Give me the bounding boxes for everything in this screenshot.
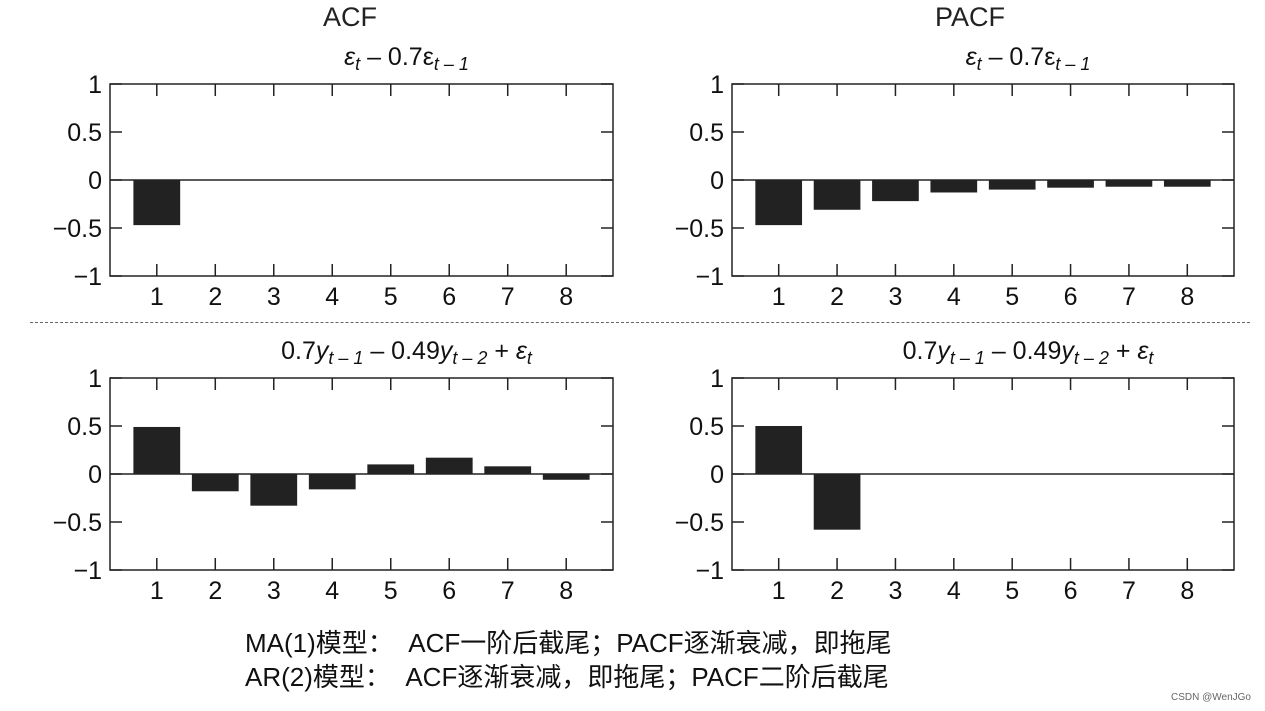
bar-8 bbox=[542, 474, 590, 480]
bar-1 bbox=[755, 180, 803, 226]
x-tick-label: 4 bbox=[325, 577, 339, 605]
x-tick-label: 7 bbox=[1122, 283, 1136, 311]
x-tick-label: 6 bbox=[1064, 577, 1078, 605]
x-tick-label: 7 bbox=[501, 577, 515, 605]
x-tick-label: 3 bbox=[888, 577, 902, 605]
bar-1 bbox=[133, 180, 181, 226]
y-tick-label: −1 bbox=[695, 263, 724, 291]
x-tick-label: 4 bbox=[325, 283, 339, 311]
panel-title: εt – 0.7εt – 1 bbox=[966, 43, 1091, 74]
y-tick-label: 0.5 bbox=[67, 119, 102, 147]
x-tick-label: 2 bbox=[830, 577, 844, 605]
x-tick-label: 3 bbox=[267, 283, 281, 311]
x-tick-label: 8 bbox=[1180, 283, 1194, 311]
bar-5 bbox=[367, 464, 415, 474]
x-tick-label: 1 bbox=[772, 283, 786, 311]
y-tick-label: −0.5 bbox=[53, 509, 102, 537]
bar-2 bbox=[813, 180, 861, 210]
x-tick-label: 5 bbox=[384, 283, 398, 311]
y-tick-label: −1 bbox=[73, 263, 102, 291]
watermark: CSDN @WenJGo bbox=[1171, 692, 1251, 703]
y-tick-label: −0.5 bbox=[53, 215, 102, 243]
bar-5 bbox=[988, 180, 1036, 190]
y-tick-label: 0 bbox=[710, 167, 724, 195]
y-tick-label: 1 bbox=[88, 365, 102, 393]
pacf-column-title: PACF bbox=[934, 2, 1005, 32]
x-tick-label: 4 bbox=[947, 283, 961, 311]
bar-3 bbox=[250, 474, 298, 506]
section-divider bbox=[30, 322, 1250, 323]
panel-title: εt – 0.7εt – 1 bbox=[344, 43, 469, 74]
x-tick-label: 6 bbox=[442, 577, 456, 605]
x-tick-label: 8 bbox=[559, 577, 573, 605]
x-tick-label: 1 bbox=[150, 577, 164, 605]
x-tick-label: 5 bbox=[1005, 283, 1019, 311]
x-tick-label: 2 bbox=[208, 577, 222, 605]
x-tick-label: 5 bbox=[384, 577, 398, 605]
bar-6 bbox=[425, 457, 473, 474]
x-tick-label: 7 bbox=[1122, 577, 1136, 605]
acf-column-title: ACF bbox=[323, 2, 377, 32]
bar-4 bbox=[930, 180, 978, 193]
x-tick-label: 3 bbox=[267, 577, 281, 605]
y-tick-label: −1 bbox=[73, 557, 102, 585]
x-tick-label: 4 bbox=[947, 577, 961, 605]
y-tick-label: 0.5 bbox=[689, 413, 724, 441]
x-tick-label: 3 bbox=[888, 283, 902, 311]
bar-3 bbox=[872, 180, 919, 202]
y-tick-label: −1 bbox=[695, 557, 724, 585]
panel-4: 0.7yt – 1 – 0.49yt – 2 + εt 1 0.5 0 −0.5 −1 1 2… bbox=[675, 337, 1235, 605]
x-tick-label: 2 bbox=[830, 283, 844, 311]
bar-1 bbox=[133, 426, 181, 474]
bar-8 bbox=[1163, 180, 1211, 187]
y-tick-label: −0.5 bbox=[675, 509, 724, 537]
y-tick-label: 0.5 bbox=[689, 119, 724, 147]
bar-7 bbox=[1105, 180, 1153, 187]
bar-2 bbox=[191, 474, 239, 492]
y-tick-label: 0.5 bbox=[67, 413, 102, 441]
panel-2: εt – 0.7εt – 1 1 0.5 0 −0.5 −1 1 2 3 4 5 6 7 8 bbox=[675, 43, 1235, 311]
x-tick-label: 6 bbox=[442, 283, 456, 311]
bar-1 bbox=[755, 426, 803, 474]
model-notes: MA(1)模型： ACF一阶后截尾；PACF逐渐衰减，即拖尾 AR(2)模型： A… bbox=[245, 626, 892, 694]
note-ma1: MA(1)模型： ACF一阶后截尾；PACF逐渐衰减，即拖尾 bbox=[245, 628, 892, 658]
y-tick-label: 1 bbox=[710, 71, 724, 99]
x-tick-label: 7 bbox=[501, 283, 515, 311]
x-tick-label: 8 bbox=[559, 283, 573, 311]
x-tick-label: 6 bbox=[1064, 283, 1078, 311]
bar-4 bbox=[308, 474, 356, 490]
y-tick-label: 1 bbox=[710, 365, 724, 393]
panel-title: 0.7yt – 1 – 0.49yt – 2 + εt bbox=[903, 337, 1155, 368]
x-tick-label: 5 bbox=[1005, 577, 1019, 605]
y-tick-label: 0 bbox=[88, 167, 102, 195]
panel-title: 0.7yt – 1 – 0.49yt – 2 + εt bbox=[281, 337, 533, 368]
y-tick-label: 0 bbox=[88, 461, 102, 489]
bar-6 bbox=[1047, 180, 1094, 188]
x-tick-label: 1 bbox=[150, 283, 164, 311]
y-tick-label: 0 bbox=[710, 461, 724, 489]
x-tick-label: 2 bbox=[208, 283, 222, 311]
bar-2 bbox=[813, 474, 861, 530]
y-tick-label: −0.5 bbox=[675, 215, 724, 243]
y-tick-label: 1 bbox=[88, 71, 102, 99]
panel-1: εt – 0.7εt – 1 1 0.5 0 −0.5 −1 1 2 3 4 5 6 7 8 bbox=[53, 43, 614, 311]
x-tick-label: 8 bbox=[1180, 577, 1194, 605]
bar-7 bbox=[484, 466, 532, 474]
note-ar2: AR(2)模型： ACF逐渐衰减，即拖尾；PACF二阶后截尾 bbox=[245, 662, 889, 692]
x-tick-label: 1 bbox=[772, 577, 786, 605]
panel-3: 0.7yt – 1 – 0.49yt – 2 + εt 1 0.5 0 −0.5 −1 1 2… bbox=[53, 337, 614, 605]
